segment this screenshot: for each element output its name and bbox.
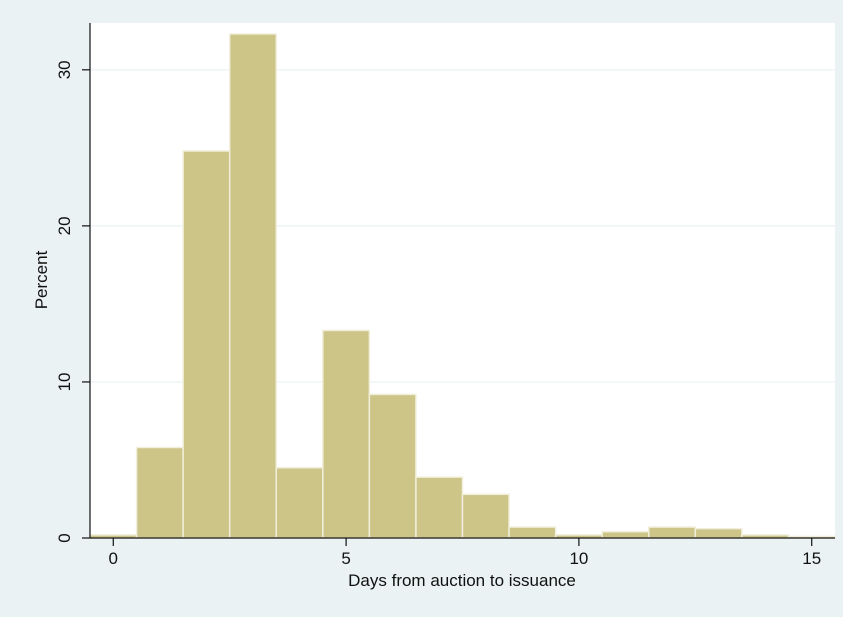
x-axis-title: Days from auction to issuance: [348, 571, 576, 590]
histogram-bar-12: [648, 526, 697, 539]
histogram-bar-1: [135, 446, 184, 539]
histogram-bar-8: [461, 493, 510, 539]
histogram-bar-5: [322, 329, 371, 539]
x-tick-label-5: 5: [341, 549, 350, 568]
x-tick-label-0: 0: [109, 549, 118, 568]
x-tick-label-10: 10: [569, 549, 588, 568]
y-tick-label-20: 20: [55, 216, 74, 235]
histogram-bar-2: [182, 150, 231, 539]
y-tick-label-30: 30: [55, 60, 74, 79]
y-axis-title: Percent: [32, 250, 51, 309]
x-axis-ticks: 0 5 10 15: [109, 538, 821, 568]
histogram-bar-4: [275, 467, 324, 539]
y-tick-label-0: 0: [55, 533, 74, 542]
x-tick-label-15: 15: [802, 549, 821, 568]
histogram-bars: [89, 33, 836, 539]
histogram-bar-13: [694, 527, 743, 539]
y-axis-ticks: 0 10 20 30: [55, 60, 90, 543]
histogram-bar-3: [228, 33, 277, 539]
histogram-bar-11: [601, 531, 650, 539]
y-tick-label-10: 10: [55, 372, 74, 391]
histogram-bar-9: [508, 526, 557, 539]
histogram-bar-7: [415, 476, 464, 539]
histogram-bar-6: [368, 393, 417, 539]
